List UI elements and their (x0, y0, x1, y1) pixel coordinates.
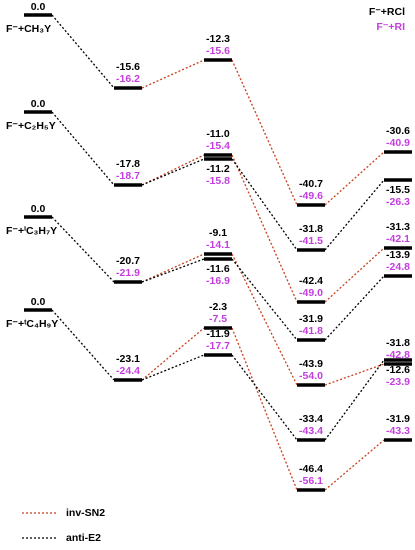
energy-rcl: -31.3 (386, 221, 410, 233)
sn2-path (231, 327, 298, 491)
energy-rcl: -12.6 (386, 364, 410, 376)
energy-rcl: -17.8 (116, 158, 140, 170)
energy-ri: -56.1 (299, 475, 323, 487)
reactant-label: F⁻+CH₃Y (6, 23, 51, 35)
energy-rcl: -13.9 (386, 249, 410, 261)
e2-path (231, 354, 298, 441)
e2-path (141, 158, 205, 186)
reactant-energy: 0.0 (31, 98, 46, 110)
energy-ri: -24.4 (116, 365, 140, 377)
energy-rcl: -11.9 (206, 328, 230, 340)
e2-path (51, 14, 115, 89)
energy-ri: -18.7 (116, 170, 140, 182)
legend-rcl: F⁻+RCl (369, 6, 405, 18)
reactant-energy: 0.0 (31, 1, 46, 13)
energy-rcl: -40.7 (299, 178, 323, 190)
energy-rcl: -9.1 (209, 227, 227, 239)
legend-sn2: inv-SN2 (66, 507, 105, 519)
energy-rcl: -20.7 (116, 255, 140, 267)
reactant-label: F⁻+ⁱC₃H₇Y (6, 224, 57, 237)
energy-ri: -15.6 (206, 45, 230, 57)
e2-path (51, 309, 115, 381)
reactant-label: F⁻+C₂H₅Y (6, 120, 56, 132)
sn2-path (141, 253, 205, 283)
energy-ri: -17.7 (206, 340, 230, 352)
energy-rcl: -31.9 (299, 313, 323, 325)
energy-ri: -41.8 (299, 325, 323, 337)
e2-path (231, 258, 298, 341)
energy-rcl: -30.6 (386, 125, 410, 137)
energy-rcl: -23.1 (116, 353, 140, 365)
energy-ri: -42.8 (386, 349, 410, 361)
energy-ri: -43.4 (299, 425, 323, 437)
energy-ri: -40.9 (386, 137, 410, 149)
energy-ri: -43.3 (386, 425, 410, 437)
energy-rcl: -31.9 (386, 413, 410, 425)
energy-ri: -21.9 (116, 267, 140, 279)
energy-rcl: -15.5 (386, 184, 410, 196)
energy-rcl: -46.4 (299, 463, 323, 475)
sn2-path (141, 154, 205, 186)
energy-ri: -42.1 (386, 233, 410, 245)
sn2-path (141, 327, 205, 381)
energy-ri: -15.8 (206, 175, 230, 187)
energy-rcl: -42.4 (299, 275, 323, 287)
sn2-path (324, 363, 385, 386)
e2-path (51, 216, 115, 283)
energy-rcl: -12.3 (206, 33, 230, 45)
e2-path (141, 354, 205, 381)
sn2-path (324, 151, 385, 206)
energy-ri: -15.4 (206, 140, 230, 152)
reactant-label: F⁻+ᵗC₄H₉Y (6, 318, 58, 330)
energy-rcl: -2.3 (209, 301, 227, 313)
energy-ri: -49.6 (299, 190, 323, 202)
sn2-path (231, 59, 298, 206)
energy-ri: -23.9 (386, 376, 410, 388)
sn2-path (324, 247, 385, 303)
e2-path (324, 179, 385, 251)
legend-e2: anti-E2 (66, 532, 101, 544)
energy-rcl: -15.6 (116, 61, 140, 73)
energy-ri: -16.9 (206, 275, 230, 287)
sn2-path (141, 59, 205, 89)
energy-rcl: -11.0 (206, 128, 230, 140)
energy-ri: -7.5 (209, 313, 227, 325)
e2-path (51, 111, 115, 186)
energy-rcl: -43.9 (299, 358, 323, 370)
energy-ri: -41.5 (299, 235, 323, 247)
sn2-path (231, 154, 298, 303)
energy-rcl: -11.2 (206, 163, 230, 175)
legend-ri: F⁻+RI (376, 21, 405, 33)
energy-rcl: -31.8 (299, 223, 323, 235)
sn2-path (231, 253, 298, 386)
reactant-energy: 0.0 (31, 296, 46, 308)
energy-rcl: -11.6 (206, 263, 230, 275)
e2-path (324, 275, 385, 341)
energy-ri: -14.1 (206, 239, 230, 251)
reactant-energy: 0.0 (31, 203, 46, 215)
energy-rcl: -33.4 (299, 413, 323, 425)
energy-ri: -16.2 (116, 73, 140, 85)
energy-ri: -24.8 (386, 261, 410, 273)
energy-ri: -26.3 (386, 196, 410, 208)
e2-path (141, 258, 205, 283)
sn2-path (324, 439, 385, 491)
energy-ri: -54.0 (299, 370, 323, 382)
energy-ri: -49.0 (299, 287, 323, 299)
e2-path (231, 158, 298, 251)
e2-path (324, 359, 385, 441)
energy-rcl: -31.8 (386, 337, 410, 349)
